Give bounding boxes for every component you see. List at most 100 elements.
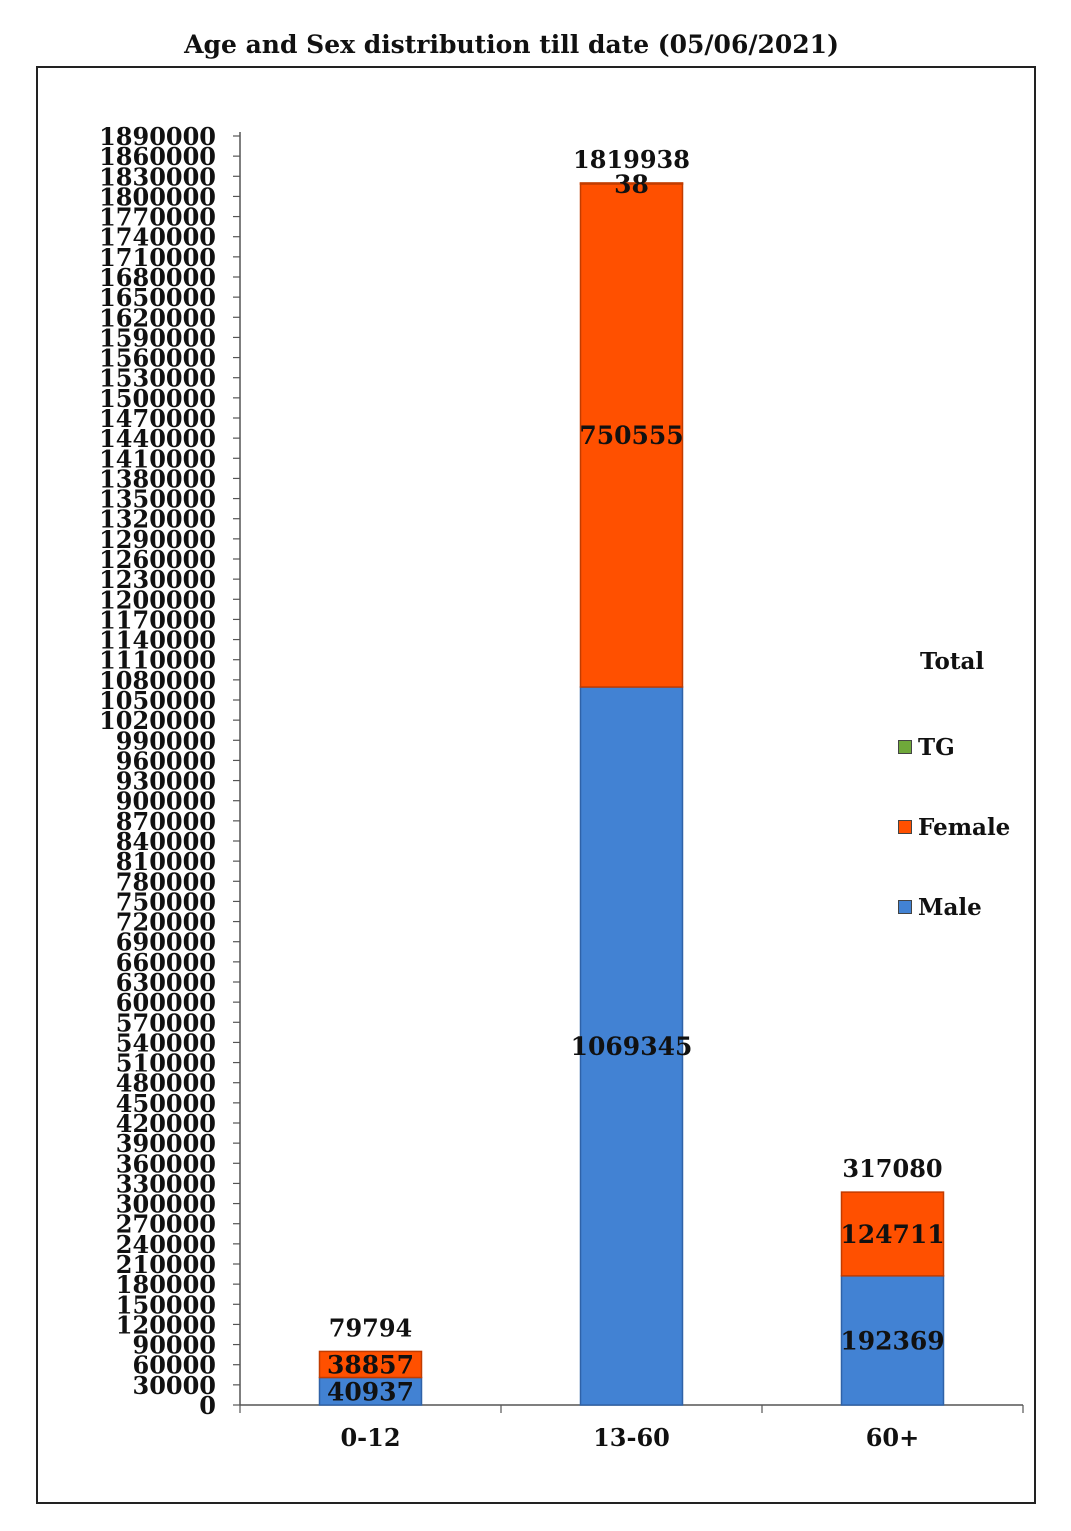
y-tick-label: 1680000 bbox=[99, 263, 216, 292]
y-tick-label: 1290000 bbox=[99, 525, 216, 554]
legend-item-female: Female bbox=[898, 813, 1011, 841]
y-tick-label: 210000 bbox=[116, 1250, 216, 1279]
total-label-1: 1819938 bbox=[573, 145, 690, 174]
segment-label-tg-1: 38 bbox=[614, 170, 649, 199]
y-tick-label: 1860000 bbox=[99, 142, 216, 171]
y-tick-label: 510000 bbox=[116, 1049, 216, 1078]
y-tick-label: 690000 bbox=[116, 928, 216, 957]
y-tick-label: 60000 bbox=[133, 1351, 217, 1380]
y-tick-label: 750000 bbox=[116, 887, 216, 916]
y-tick-label: 990000 bbox=[116, 726, 216, 755]
bar-female-2 bbox=[840, 1191, 945, 1277]
y-tick-label: 1410000 bbox=[99, 444, 216, 473]
y-tick-label: 960000 bbox=[116, 746, 216, 775]
y-tick-label: 1260000 bbox=[99, 545, 216, 574]
y-tick-label: 90000 bbox=[133, 1331, 217, 1360]
bar-tg-1 bbox=[579, 182, 684, 185]
x-tick-label-2: 60+ bbox=[866, 1423, 920, 1452]
y-tick-label: 630000 bbox=[116, 968, 216, 997]
legend-item-tg: TG bbox=[898, 733, 955, 761]
y-tick-label: 240000 bbox=[116, 1230, 216, 1259]
segment-label-female-0: 38857 bbox=[327, 1350, 414, 1379]
y-tick-label: 390000 bbox=[116, 1129, 216, 1158]
y-tick-label: 840000 bbox=[116, 827, 216, 856]
legend-swatch-tg bbox=[898, 740, 912, 754]
y-tick-label: 660000 bbox=[116, 948, 216, 977]
y-tick-label: 930000 bbox=[116, 767, 216, 796]
total-label-2: 317080 bbox=[842, 1154, 942, 1183]
y-tick-label: 1590000 bbox=[99, 323, 216, 352]
chart-title: Age and Sex distribution till date (05/0… bbox=[184, 30, 839, 59]
y-tick-label: 900000 bbox=[116, 787, 216, 816]
y-tick-label: 720000 bbox=[116, 908, 216, 937]
y-tick-label: 1080000 bbox=[99, 666, 216, 695]
legend-label-female: Female bbox=[918, 813, 1011, 841]
y-tick-label: 360000 bbox=[116, 1149, 216, 1178]
y-tick-label: 1230000 bbox=[99, 565, 216, 594]
y-tick-label: 270000 bbox=[116, 1210, 216, 1239]
bar-male-1 bbox=[579, 686, 684, 1406]
segment-label-male-0: 40937 bbox=[327, 1377, 414, 1406]
segment-label-female-2: 124711 bbox=[840, 1220, 944, 1249]
x-tick-label-1: 13-60 bbox=[593, 1423, 670, 1452]
y-tick-label: 450000 bbox=[116, 1089, 216, 1118]
y-tick-label: 1200000 bbox=[99, 585, 216, 614]
y-tick-label: 810000 bbox=[116, 847, 216, 876]
y-tick-label: 1440000 bbox=[99, 424, 216, 453]
y-tick-label: 0 bbox=[199, 1391, 216, 1420]
y-tick-label: 1890000 bbox=[99, 122, 216, 151]
y-tick-label: 1740000 bbox=[99, 223, 216, 252]
bar-female-0 bbox=[318, 1350, 423, 1379]
y-tick-label: 1800000 bbox=[99, 182, 216, 211]
y-tick-label: 420000 bbox=[116, 1109, 216, 1138]
y-tick-label: 1620000 bbox=[99, 303, 216, 332]
y-tick-label: 1560000 bbox=[99, 344, 216, 373]
y-tick-label: 570000 bbox=[116, 1008, 216, 1037]
y-tick-label: 120000 bbox=[116, 1310, 216, 1339]
bar-male-0 bbox=[318, 1376, 423, 1406]
y-tick-label: 1020000 bbox=[99, 706, 216, 735]
y-tick-label: 1650000 bbox=[99, 283, 216, 312]
y-tick-label: 150000 bbox=[116, 1290, 216, 1319]
total-label-0: 79794 bbox=[329, 1313, 413, 1342]
y-tick-label: 30000 bbox=[133, 1371, 217, 1400]
segment-label-female-1: 750555 bbox=[579, 421, 683, 450]
y-tick-label: 1140000 bbox=[99, 626, 216, 655]
y-tick-label: 1500000 bbox=[99, 384, 216, 413]
bars bbox=[318, 182, 945, 1406]
bar-female-1 bbox=[579, 182, 684, 688]
y-tick-label: 540000 bbox=[116, 1028, 216, 1057]
x-tick-label-0: 0-12 bbox=[340, 1423, 400, 1452]
y-tick-label: 1350000 bbox=[99, 485, 216, 514]
y-tick-label: 1110000 bbox=[99, 646, 216, 675]
y-tick-label: 1320000 bbox=[99, 505, 216, 534]
y-tick-label: 330000 bbox=[116, 1169, 216, 1198]
y-tick-label: 870000 bbox=[116, 807, 216, 836]
legend-label-tg: TG bbox=[918, 733, 955, 761]
legend-title: Total bbox=[920, 648, 985, 675]
segment-label-male-1: 1069345 bbox=[571, 1032, 693, 1061]
y-tick-label: 1470000 bbox=[99, 404, 216, 433]
y-tick-label: 600000 bbox=[116, 988, 216, 1017]
y-axis-ticks: 0300006000090000120000150000180000210000… bbox=[99, 122, 240, 1420]
y-tick-label: 1770000 bbox=[99, 203, 216, 232]
y-tick-label: 300000 bbox=[116, 1190, 216, 1219]
y-tick-label: 1710000 bbox=[99, 243, 216, 272]
x-axis-ticks: 0-12 13-60 60+ bbox=[239, 1405, 1024, 1452]
y-tick-label: 480000 bbox=[116, 1069, 216, 1098]
y-tick-label: 1530000 bbox=[99, 364, 216, 393]
y-tick-label: 780000 bbox=[116, 867, 216, 896]
legend-item-male: Male bbox=[898, 893, 982, 921]
y-tick-label: 1170000 bbox=[99, 605, 216, 634]
chart-frame bbox=[36, 66, 1036, 1504]
y-tick-label: 1830000 bbox=[99, 162, 216, 191]
segment-label-male-2: 192369 bbox=[840, 1326, 944, 1355]
legend-swatch-male bbox=[898, 900, 912, 914]
y-tick-label: 1380000 bbox=[99, 464, 216, 493]
legend-swatch-female bbox=[898, 820, 912, 834]
y-tick-label: 1050000 bbox=[99, 686, 216, 715]
legend-label-male: Male bbox=[918, 893, 982, 921]
y-tick-label: 180000 bbox=[116, 1270, 216, 1299]
